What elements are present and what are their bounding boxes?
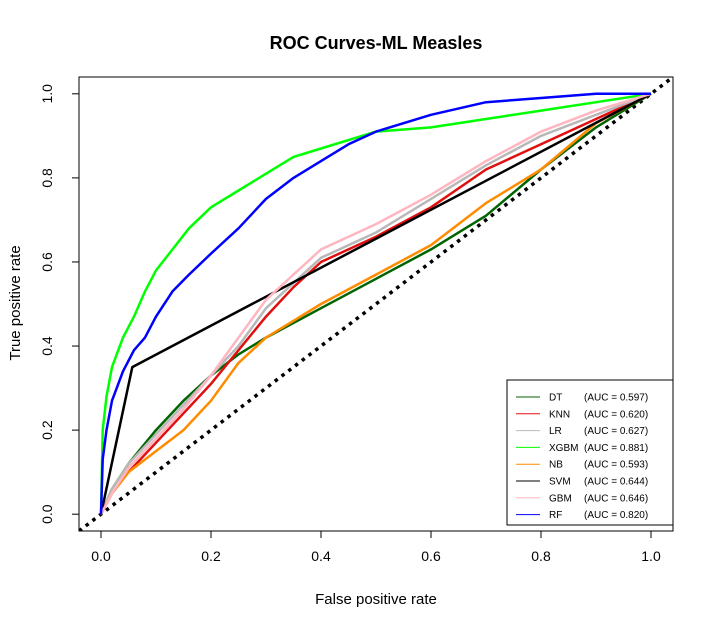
legend-label-rf: RF (549, 510, 562, 521)
y-tick-label: 0.4 (39, 336, 55, 356)
legend-label-lr: LR (549, 426, 562, 437)
legend-auc-dt: (AUC = 0.597) (584, 393, 648, 404)
y-tick-label: 0.0 (39, 504, 55, 524)
legend-box (506, 379, 674, 526)
reference-layer (79, 77, 673, 531)
y-axis: 0.0 0.2 0.4 0.6 0.8 1.0 (39, 84, 79, 524)
series-line-gbm (99, 92, 652, 515)
legend-auc-svm: (AUC = 0.644) (584, 477, 648, 488)
legend-auc-xgbm: (AUC = 0.881) (584, 443, 648, 454)
plot-frame (78, 76, 674, 532)
y-tick-label: 0.6 (39, 252, 55, 272)
x-axis: 0.0 0.2 0.4 0.6 0.8 1.0 (91, 531, 661, 564)
x-tick-label: 0.4 (311, 548, 331, 564)
legend: DT (AUC = 0.597) KNN (AUC = 0.620) LR (AUC = … (506, 379, 674, 526)
legend-label-gbm: GBM (549, 493, 572, 504)
y-tick-label: 0.2 (39, 420, 55, 440)
x-tick-label: 1.0 (641, 548, 661, 564)
legend-auc-knn: (AUC = 0.620) (584, 409, 648, 420)
y-axis-label: True positive rate (7, 245, 24, 360)
legend-auc-lr: (AUC = 0.627) (584, 426, 648, 437)
x-tick-label: 0.6 (421, 548, 441, 564)
y-tick-label: 1.0 (39, 84, 55, 104)
chart-title: ROC Curves-ML Measles (270, 33, 483, 53)
legend-label-xgbm: XGBM (549, 443, 578, 454)
legend-label-svm: SVM (549, 477, 571, 488)
series-layer (99, 92, 652, 515)
series-line-lr (99, 92, 652, 515)
series-line-knn (99, 92, 652, 515)
legend-label-dt: DT (549, 393, 562, 404)
legend-auc-gbm: (AUC = 0.646) (584, 493, 648, 504)
y-tick-label: 0.8 (39, 168, 55, 188)
series-line-svm (99, 92, 652, 515)
x-axis-label: False positive rate (315, 591, 437, 608)
legend-label-knn: KNN (549, 409, 570, 420)
series-line-rf (99, 92, 651, 515)
x-tick-label: 0.0 (91, 548, 111, 564)
series-line-nb (99, 92, 652, 515)
reference-diagonal-line (79, 77, 673, 531)
legend-auc-nb: (AUC = 0.593) (584, 460, 648, 471)
x-tick-label: 0.8 (531, 548, 551, 564)
legend-auc-rf: (AUC = 0.820) (584, 510, 648, 521)
x-tick-label: 0.2 (201, 548, 221, 564)
legend-label-nb: NB (549, 460, 563, 471)
series-line-xgbm (99, 92, 652, 515)
